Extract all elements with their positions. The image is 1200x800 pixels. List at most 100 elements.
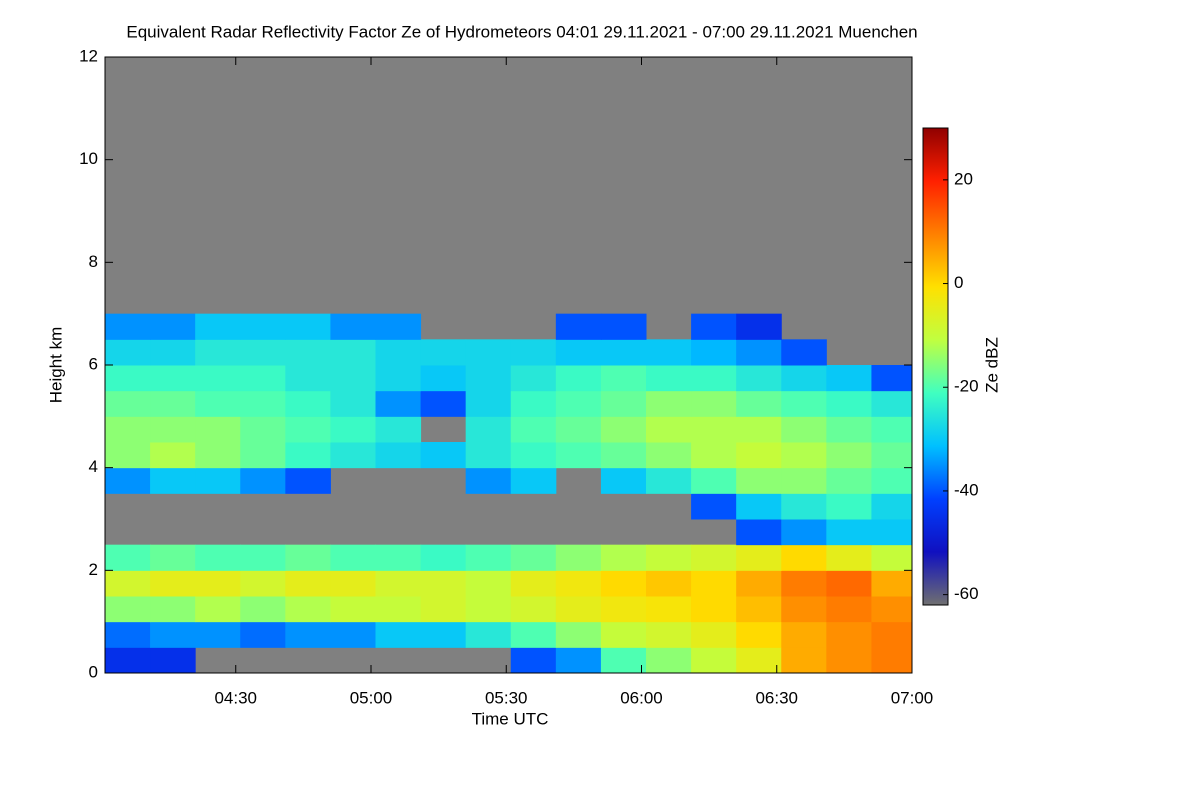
heatmap-cell <box>691 621 737 648</box>
heatmap-cell <box>105 596 151 623</box>
heatmap-cell <box>150 570 196 597</box>
x-tick-label: 04:30 <box>214 688 257 707</box>
heatmap-cell <box>285 339 331 366</box>
heatmap-cell <box>781 544 827 571</box>
heatmap-cell <box>781 365 827 392</box>
heatmap-cell <box>646 544 692 571</box>
heatmap-cell <box>691 390 737 417</box>
heatmap-cell <box>871 596 913 623</box>
heatmap-cell <box>465 339 512 366</box>
heatmap-cell <box>736 390 782 417</box>
heatmap-cell <box>330 416 377 443</box>
heatmap-cell <box>555 544 602 571</box>
heatmap-cell <box>736 544 782 571</box>
heatmap-cell <box>240 570 286 597</box>
heatmap-cell <box>420 339 467 366</box>
y-tick-label: 10 <box>79 149 98 168</box>
colorbar-label: Ze dBZ <box>982 337 1001 393</box>
heatmap-cell <box>150 467 196 494</box>
heatmap-cell <box>375 313 422 340</box>
heatmap-cell <box>375 442 422 469</box>
colorbar-tick-label: 20 <box>954 169 973 188</box>
heatmap-cell <box>600 416 647 443</box>
y-tick-label: 12 <box>79 46 98 65</box>
y-tick-label: 4 <box>89 457 98 476</box>
heatmap-cell <box>555 596 602 623</box>
heatmap-cell <box>420 621 467 648</box>
heatmap-cell <box>871 544 913 571</box>
heatmap-cell <box>555 570 602 597</box>
heatmap-cell <box>736 416 782 443</box>
heatmap-cell <box>510 339 557 366</box>
heatmap-cell <box>240 416 286 443</box>
heatmap-cell <box>600 647 647 674</box>
heatmap-cell <box>510 596 557 623</box>
heatmap-cell <box>150 647 196 674</box>
heatmap-cell <box>420 596 467 623</box>
heatmap-cell <box>465 467 512 494</box>
heatmap-cell <box>600 621 647 648</box>
heatmap-cell <box>691 544 737 571</box>
heatmap-cell <box>646 442 692 469</box>
x-tick-label: 06:30 <box>755 688 798 707</box>
heatmap-cell <box>555 390 602 417</box>
heatmap-cell <box>465 621 512 648</box>
heatmap-cell <box>420 442 467 469</box>
heatmap-cell <box>240 339 286 366</box>
heatmap-cell <box>375 339 422 366</box>
heatmap-cell <box>646 647 692 674</box>
heatmap-cell <box>195 339 241 366</box>
heatmap-cell <box>781 493 827 520</box>
heatmap-cell <box>420 365 467 392</box>
heatmap-cell <box>510 647 557 674</box>
heatmap-cell <box>465 570 512 597</box>
heatmap-cell <box>871 493 913 520</box>
heatmap-cell <box>781 621 827 648</box>
heatmap-cell <box>465 365 512 392</box>
x-tick-label: 07:00 <box>891 688 934 707</box>
heatmap-cell <box>240 544 286 571</box>
heatmap-cell <box>285 390 331 417</box>
heatmap-cell <box>555 313 602 340</box>
heatmap-cell <box>691 596 737 623</box>
heatmap-cell <box>691 442 737 469</box>
heatmap-cell <box>420 390 467 417</box>
heatmap-cell <box>105 313 151 340</box>
heatmap-cell <box>195 390 241 417</box>
heatmap-cell <box>285 544 331 571</box>
heatmap-cell <box>375 365 422 392</box>
heatmap-cell <box>871 416 913 443</box>
y-axis-label: Height km <box>46 327 65 404</box>
heatmap-cell <box>375 570 422 597</box>
heatmap-cell <box>736 442 782 469</box>
heatmap-cell <box>150 544 196 571</box>
heatmap-cell <box>600 544 647 571</box>
heatmap-cell <box>871 519 913 546</box>
heatmap-cell <box>285 570 331 597</box>
heatmap-cell <box>826 570 872 597</box>
heatmap-cell <box>871 621 913 648</box>
heatmap-cell <box>736 467 782 494</box>
heatmap-cell <box>826 390 872 417</box>
heatmap-cell <box>600 467 647 494</box>
heatmap-cell <box>330 621 377 648</box>
heatmap-cell <box>195 416 241 443</box>
heatmap-cell <box>510 467 557 494</box>
heatmap-cell <box>600 313 647 340</box>
heatmap-cell <box>465 596 512 623</box>
heatmap-cell <box>600 442 647 469</box>
heatmap-cell <box>105 339 151 366</box>
heatmap-cell <box>781 442 827 469</box>
heatmap-cell <box>195 442 241 469</box>
heatmap-cell <box>330 365 377 392</box>
heatmap-cell <box>105 544 151 571</box>
heatmap-cell <box>285 365 331 392</box>
heatmap-cell <box>150 416 196 443</box>
heatmap-cell <box>465 544 512 571</box>
heatmap-cell <box>691 570 737 597</box>
heatmap-cell <box>736 339 782 366</box>
heatmap-cell <box>826 416 872 443</box>
heatmap-cell <box>285 442 331 469</box>
heatmap-cell <box>691 416 737 443</box>
heatmap-cell <box>871 647 913 674</box>
